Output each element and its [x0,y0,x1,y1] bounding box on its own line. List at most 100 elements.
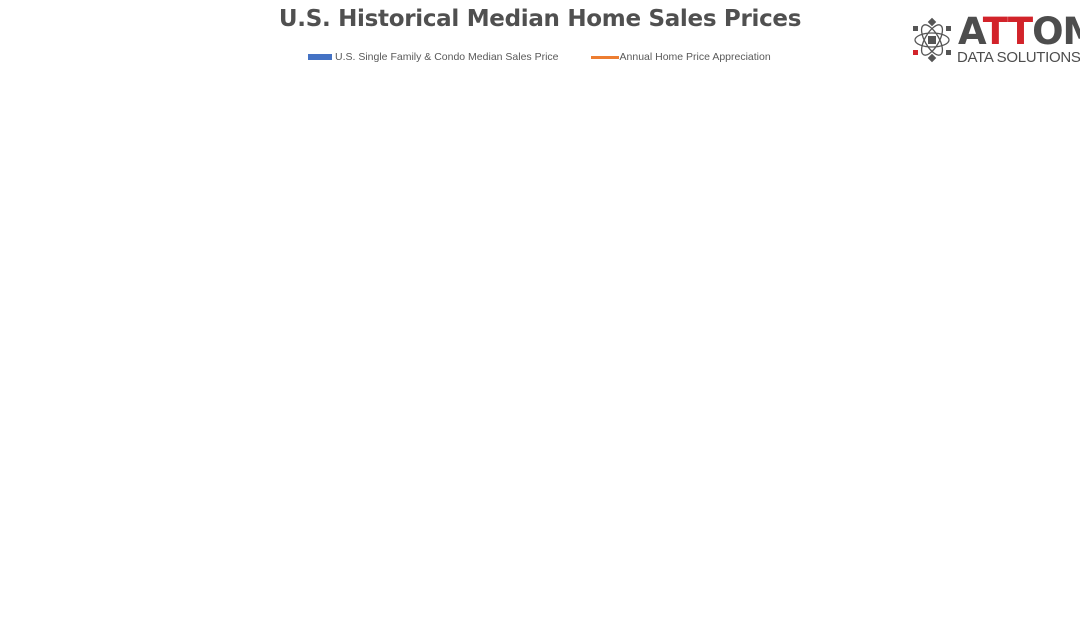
x-tick-label: Q3 2006 [101,594,113,634]
x-tick-label: Q4 2007 [193,594,205,634]
bar [616,267,623,581]
bar [561,308,568,581]
x-tick-label: Q4 2019 [1073,594,1080,634]
bar [377,308,385,581]
bar [10,225,18,581]
bar [414,322,421,581]
x-tick-label: Q2 2015 [743,594,755,634]
x-tick-label: Q4 2015 [780,594,792,634]
x-tick-label: Q3 2019 [1055,594,1067,634]
x-tick-label: Q3 2011 [468,594,480,634]
bar [1056,149,1064,581]
bar [267,292,275,581]
x-tick-label: Q2 2012 [523,594,535,634]
bar [1020,185,1027,582]
bar [836,209,843,581]
bar [1001,185,1009,582]
x-tick-label: Q2 2013 [596,594,608,634]
bar [744,234,752,581]
x-tick-label: Q2 2006 [82,594,94,634]
x-tick-label: Q4 2009 [339,594,351,634]
legend-item-line: Annual Home Price Appreciation [590,51,771,63]
x-tick-label: Q1 2010 [358,594,370,634]
bar [469,325,476,581]
bar [194,250,201,581]
bar [249,258,256,581]
bar [47,209,54,581]
bar [102,209,109,581]
x-tick-label: Q4 2006 [119,594,131,634]
bar [212,262,220,581]
x-tick-label: Q1 2008 [211,594,223,634]
bar [726,271,733,581]
bar [139,216,146,581]
bar [763,234,770,581]
x-tick-label: Q1 2009 [284,594,296,634]
x-tick-label: Q2 2007 [156,594,168,634]
x-tick-label: Q1 2005 [0,594,3,634]
x-tick-label: Q4 2017 [927,594,939,634]
x-tick-label: Q3 2007 [174,594,186,634]
bar [598,281,605,581]
bar [451,330,458,581]
legend-label-bars: U.S. Single Family & Condo Median Sales … [335,51,559,63]
x-tick-label: Q1 2013 [578,594,590,634]
bar [322,306,330,581]
x-tick-label: Q3 2012 [541,594,553,634]
bar [928,195,935,581]
x-tick-label: Q4 2011 [486,594,498,634]
x-tick-label: Q4 2008 [266,594,278,634]
bar [1038,151,1045,581]
logo-wordmark: ATTOM [958,10,1080,53]
x-tick-label: Q3 2015 [761,594,773,634]
x-tick-label: Q2 2016 [816,594,828,634]
x-tick-label: Q3 2017 [908,594,920,634]
bar [506,341,513,581]
x-tick-label: Q2 2011 [449,594,461,634]
bar [487,333,495,581]
bar [524,316,531,581]
x-tick-label: Q4 2010 [413,594,425,634]
x-tick-label: Q1 2018 [945,594,957,634]
bar [799,250,807,581]
legend-swatch-bars [308,54,332,60]
bar [84,209,91,581]
bar [359,325,366,581]
x-tick-label: Q1 2017 [871,594,883,634]
x-tick-label: Q4 2018 [1000,594,1012,634]
legend-swatch-line [590,55,619,59]
bar [341,313,348,581]
bar [304,315,311,581]
bar [1075,154,1080,581]
bar [396,308,403,581]
x-tick-label: Q4 2016 [853,594,865,634]
x-tick-label: Q2 2005 [9,594,21,634]
bar [432,341,440,581]
x-tick-label: Q2 2008 [229,594,241,634]
logo-subtitle: DATA SOLUTIONS [957,49,1080,66]
bar [671,263,678,581]
x-tick-label: Q1 2012 [504,594,516,634]
x-tick-label: Q1 2015 [725,594,737,634]
x-tick-label: Q3 2005 [27,594,39,634]
bar [120,213,128,581]
bar [873,224,880,581]
bar [653,292,660,581]
bar [946,196,954,581]
x-tick-label: Q3 2010 [394,594,406,634]
legend: U.S. Single Family & Condo Median Sales … [308,51,803,63]
x-tick-label: Q3 2009 [321,594,333,634]
x-tick-label: Q2 2018 [963,594,975,634]
bar [965,169,972,581]
x-tick-label: Q3 2013 [615,594,627,634]
x-tick-label: Q3 2018 [982,594,994,634]
x-tick-label: Q3 2014 [688,594,700,634]
bar [157,216,164,581]
bar [579,317,587,581]
bar [818,216,825,581]
bar [708,268,715,581]
x-tick-label: Q2 2010 [376,594,388,634]
legend-label-line: Annual Home Price Appreciation [619,51,771,63]
bar [29,203,36,581]
